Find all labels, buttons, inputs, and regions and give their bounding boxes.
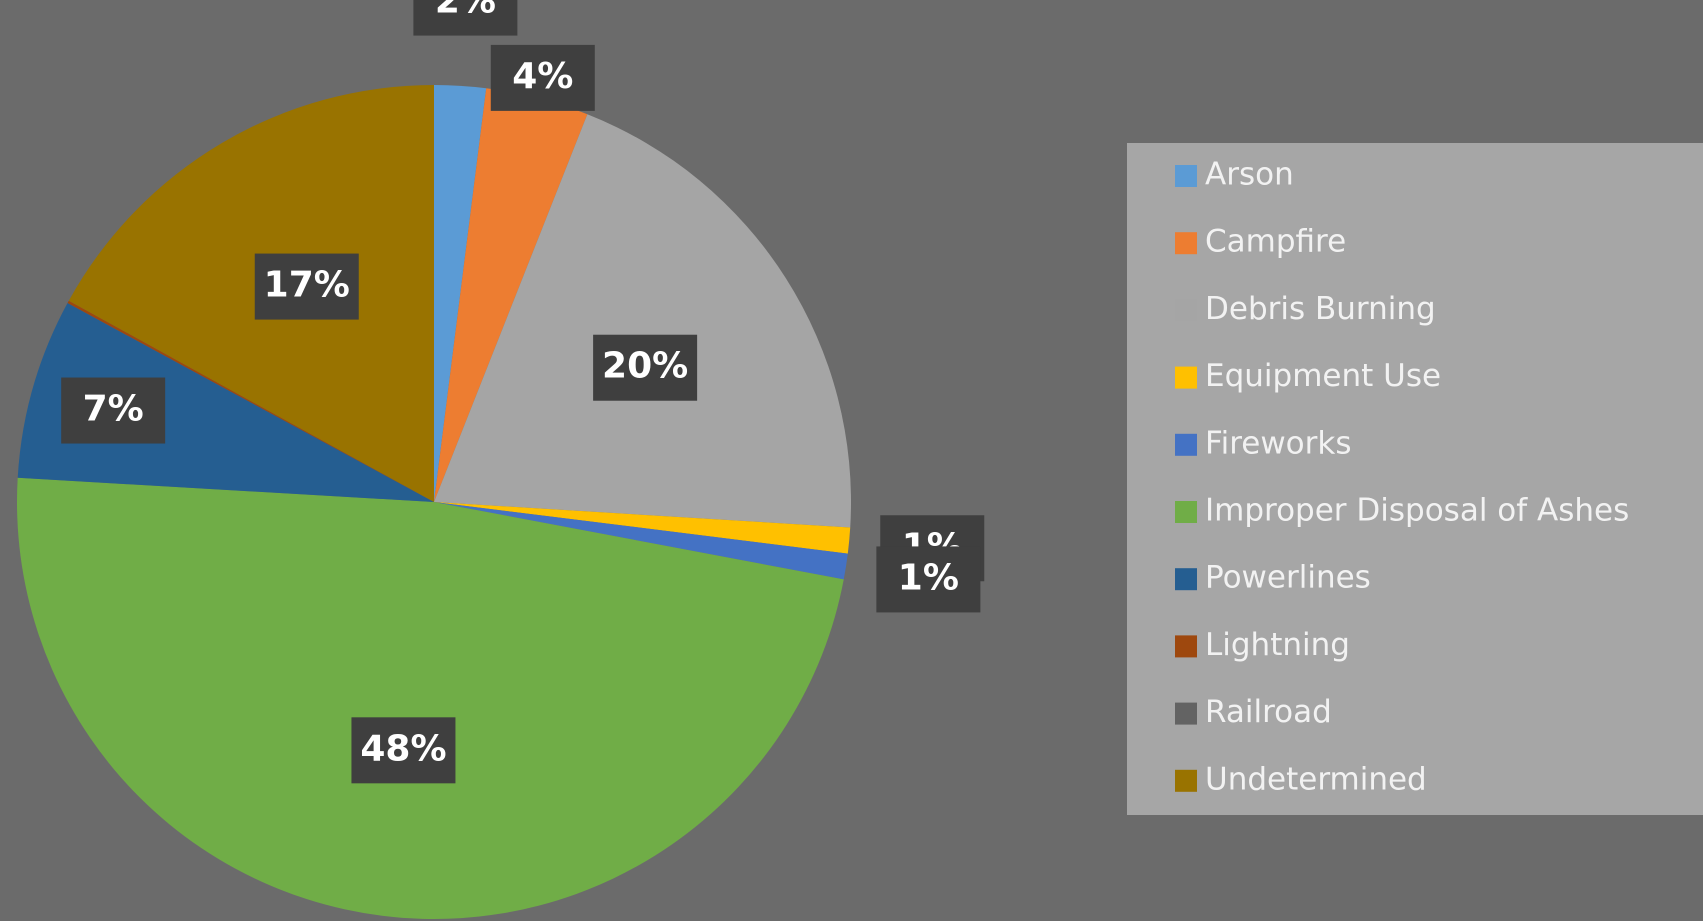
legend-label: Powerlines (1205, 560, 1371, 596)
data-label: 20% (602, 346, 688, 387)
data-label-box (413, 0, 518, 36)
data-label-box (254, 253, 359, 320)
legend-label: Lightning (1205, 627, 1350, 663)
data-label: 48% (360, 728, 446, 769)
legend-label: Railroad (1205, 694, 1332, 730)
pie-slice (434, 502, 848, 580)
legend-swatch (1175, 702, 1197, 725)
data-label: 17% (264, 265, 350, 306)
data-label: 4% (512, 56, 573, 97)
pie-slice (17, 477, 844, 919)
legend-label: Debris Burning (1205, 291, 1436, 327)
legend-label: Arson (1205, 157, 1294, 193)
pie-slice (434, 88, 588, 502)
legend-swatch (1175, 635, 1197, 658)
legend-swatch (1175, 232, 1197, 255)
legend-swatch (1175, 568, 1197, 591)
legend-label: Undetermined (1205, 761, 1427, 797)
data-label: 2% (435, 0, 496, 22)
legend-swatch (1175, 433, 1197, 456)
data-label-box (876, 546, 981, 613)
pie-slice (67, 300, 435, 502)
legend-swatch (1175, 299, 1197, 322)
legend-box (1127, 143, 1703, 815)
data-label-box (61, 377, 166, 444)
legend-label: Campfire (1205, 224, 1346, 260)
pie-slice (17, 303, 434, 502)
data-label: 7% (83, 389, 144, 430)
legend-swatch (1175, 165, 1197, 187)
legend-swatch (1175, 501, 1197, 523)
data-label: 1% (898, 557, 959, 598)
pie-slice (434, 85, 487, 502)
legend-swatch (1175, 366, 1197, 389)
data-label-box (593, 334, 698, 401)
pie-slice (434, 502, 851, 554)
legend-label: Improper Disposal of Ashes (1205, 493, 1629, 529)
data-label-box (490, 44, 595, 111)
pie-slice (68, 85, 435, 502)
legend-label: Fireworks (1205, 425, 1352, 461)
pie-slice (434, 114, 851, 528)
data-label-box (351, 717, 456, 784)
legend-label: Equipment Use (1205, 358, 1441, 394)
legend-swatch (1175, 769, 1197, 792)
